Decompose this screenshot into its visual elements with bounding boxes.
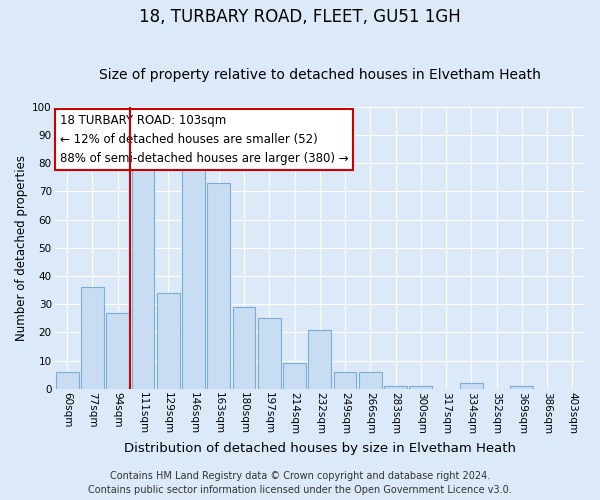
Bar [511, 386, 533, 389]
Bar [56, 372, 79, 389]
Bar [106, 312, 129, 389]
Bar [157, 293, 179, 389]
Bar [409, 386, 432, 389]
Bar [334, 372, 356, 389]
Bar [283, 364, 306, 389]
Bar [308, 330, 331, 389]
Bar [131, 163, 154, 389]
Text: Contains HM Land Registry data © Crown copyright and database right 2024.
Contai: Contains HM Land Registry data © Crown c… [88, 471, 512, 495]
Bar [81, 287, 104, 389]
Bar [460, 383, 483, 389]
Bar [258, 318, 281, 389]
Title: Size of property relative to detached houses in Elvetham Heath: Size of property relative to detached ho… [99, 68, 541, 82]
Text: 18 TURBARY ROAD: 103sqm
← 12% of detached houses are smaller (52)
88% of semi-de: 18 TURBARY ROAD: 103sqm ← 12% of detache… [60, 114, 349, 165]
Bar [233, 307, 256, 389]
Bar [384, 386, 407, 389]
Bar [359, 372, 382, 389]
Text: 18, TURBARY ROAD, FLEET, GU51 1GH: 18, TURBARY ROAD, FLEET, GU51 1GH [139, 8, 461, 26]
X-axis label: Distribution of detached houses by size in Elvetham Heath: Distribution of detached houses by size … [124, 442, 516, 455]
Bar [182, 169, 205, 389]
Y-axis label: Number of detached properties: Number of detached properties [15, 155, 28, 341]
Bar [208, 183, 230, 389]
